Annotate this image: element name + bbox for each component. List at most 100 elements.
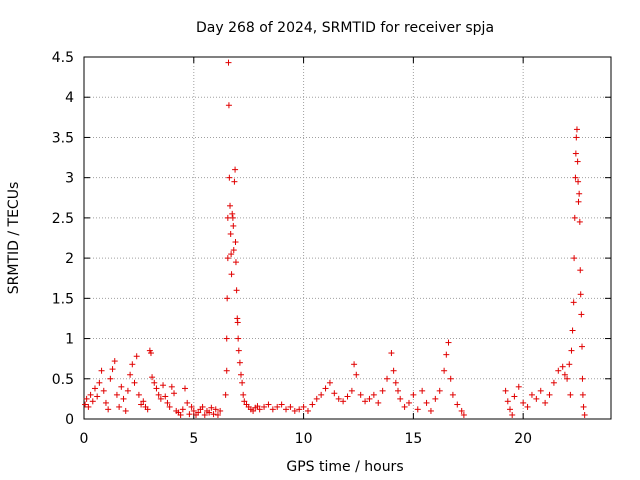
data-point xyxy=(331,390,338,397)
data-point xyxy=(91,385,98,392)
y-tick-label: 3 xyxy=(65,171,74,187)
data-point xyxy=(190,407,197,414)
data-point xyxy=(250,407,257,414)
data-point xyxy=(570,299,577,306)
data-point xyxy=(111,358,118,365)
data-point xyxy=(520,399,527,406)
data-point xyxy=(100,387,107,394)
data-point xyxy=(113,391,120,398)
data-point xyxy=(184,399,191,406)
data-point xyxy=(235,347,242,354)
data-point xyxy=(226,174,233,181)
data-point xyxy=(573,134,580,141)
data-point xyxy=(390,367,397,374)
data-point xyxy=(140,398,147,405)
data-point xyxy=(326,379,333,386)
data-point xyxy=(351,361,358,368)
data-point xyxy=(144,406,151,413)
y-tick-label: 4.5 xyxy=(52,50,74,66)
data-point xyxy=(559,363,566,370)
data-point xyxy=(151,379,158,386)
data-point xyxy=(199,403,206,410)
data-point xyxy=(261,403,268,410)
data-point xyxy=(375,399,382,406)
y-tick-label: 2 xyxy=(65,251,74,267)
data-point xyxy=(537,387,544,394)
data-point xyxy=(432,395,439,402)
data-point xyxy=(384,375,391,382)
data-point xyxy=(82,401,89,408)
data-point xyxy=(254,403,261,410)
data-point xyxy=(370,391,377,398)
data-point xyxy=(147,350,154,357)
data-point xyxy=(227,230,234,237)
data-point xyxy=(528,391,535,398)
data-point xyxy=(157,395,164,402)
data-point xyxy=(225,102,232,109)
data-point xyxy=(201,411,208,418)
data-point xyxy=(419,387,426,394)
data-point xyxy=(388,350,395,357)
data-point xyxy=(127,371,134,378)
data-point xyxy=(232,259,239,266)
data-point xyxy=(401,403,408,410)
data-point xyxy=(236,359,243,366)
data-point xyxy=(567,391,574,398)
data-point xyxy=(94,393,101,400)
data-point xyxy=(164,399,171,406)
data-point xyxy=(89,398,96,405)
x-tick-label: 10 xyxy=(295,431,313,447)
data-point xyxy=(506,406,513,413)
data-point xyxy=(577,267,584,274)
data-point xyxy=(162,393,169,400)
data-point xyxy=(340,398,347,405)
data-point xyxy=(224,214,231,221)
data-point xyxy=(578,311,585,318)
grid-lines xyxy=(84,57,611,419)
data-point xyxy=(511,393,518,400)
data-point xyxy=(96,379,103,386)
data-point xyxy=(177,411,184,418)
data-point xyxy=(572,150,579,157)
data-point xyxy=(287,403,294,410)
data-point xyxy=(228,271,235,278)
data-point xyxy=(580,403,587,410)
data-point xyxy=(87,391,94,398)
data-point xyxy=(133,353,140,360)
data-point xyxy=(214,411,221,418)
data-point xyxy=(124,387,131,394)
data-point xyxy=(210,411,217,418)
data-point xyxy=(579,391,586,398)
data-point xyxy=(546,391,553,398)
data-point xyxy=(449,391,456,398)
chart-title: Day 268 of 2024, SRMTID for receiver spj… xyxy=(196,20,494,36)
data-point xyxy=(571,255,578,262)
data-point xyxy=(278,401,285,408)
data-point xyxy=(405,399,412,406)
data-point xyxy=(357,391,364,398)
x-tick-label: 20 xyxy=(514,431,532,447)
data-point xyxy=(230,247,237,254)
data-point xyxy=(122,407,129,414)
data-point xyxy=(223,367,230,374)
data-point xyxy=(427,407,434,414)
data-point xyxy=(224,255,231,262)
data-point xyxy=(227,202,234,209)
data-point xyxy=(171,390,178,397)
data-point xyxy=(116,403,123,410)
data-point xyxy=(160,382,167,389)
data-point xyxy=(238,371,245,378)
data-point xyxy=(313,395,320,402)
y-tick-label: 2.5 xyxy=(52,211,74,227)
y-tick-label: 0 xyxy=(65,412,74,428)
data-point xyxy=(231,178,238,185)
data-point xyxy=(362,398,369,405)
data-point xyxy=(269,406,276,413)
data-point xyxy=(575,178,582,185)
data-point xyxy=(550,379,557,386)
plot-frame xyxy=(83,56,612,420)
data-point xyxy=(274,403,281,410)
x-tick-label: 5 xyxy=(189,431,198,447)
data-point xyxy=(229,210,236,217)
data-point xyxy=(379,387,386,394)
